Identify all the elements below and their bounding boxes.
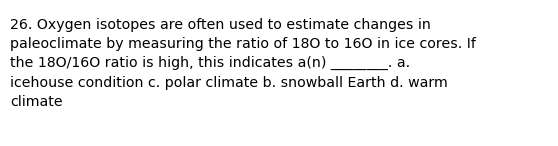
- Text: 26. Oxygen isotopes are often used to estimate changes in
paleoclimate by measur: 26. Oxygen isotopes are often used to es…: [10, 18, 476, 109]
